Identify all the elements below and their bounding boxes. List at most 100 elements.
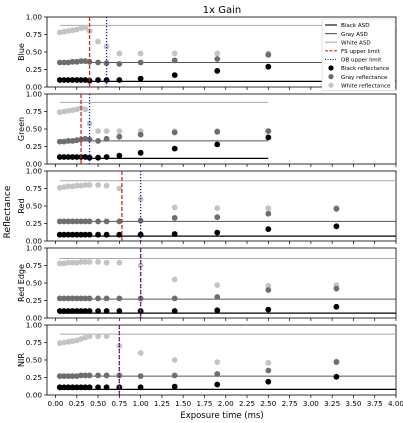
white-reflectance-point [95, 182, 101, 188]
legend-label: Black reflectance [341, 66, 390, 72]
y-tick-label: 1.00 [26, 167, 43, 176]
legend-label: Black ASD [341, 23, 370, 29]
black-reflectance-point [56, 77, 63, 83]
black-reflectance-point [137, 149, 144, 156]
black-reflectance-point [73, 77, 80, 83]
black-reflectance-point [82, 384, 89, 391]
gray-reflectance-point [137, 131, 144, 138]
white-reflectance-point [171, 357, 178, 363]
y-tick-label: 0.25 [26, 142, 42, 151]
white-reflectance-point [265, 282, 272, 289]
panel-nir: 0.00 0.25 0.50 0.75 1.00 NIR 0.00 0.25 0.50 0.75 1… [17, 321, 403, 408]
gray-reflectance-point [95, 372, 101, 379]
black-reflectance-point [69, 231, 76, 238]
black-reflectance-point [69, 384, 76, 391]
gray-reflectance-point [69, 373, 76, 379]
white-reflectance-point [171, 50, 178, 57]
white-reflectance-point [56, 109, 63, 116]
y-tick-label: 0.25 [26, 219, 42, 228]
x-tick-label: 2.50 [260, 399, 276, 408]
white-reflectance-point [78, 25, 84, 32]
gray-reflectance-point [116, 295, 123, 302]
gray-reflectance-point [86, 372, 93, 379]
gray-reflectance-point [265, 128, 272, 135]
black-reflectance-point [82, 231, 89, 238]
gray-reflectance-point [65, 59, 72, 66]
gray-reflectance-point [95, 218, 101, 225]
gray-reflectance-point [214, 128, 221, 135]
y-tick-label: 0.25 [26, 296, 42, 305]
white-reflectance-point [95, 38, 101, 45]
gray-reflectance-point [265, 287, 272, 293]
white-reflectance-point [82, 24, 89, 31]
y-tick-label: 0.25 [26, 373, 42, 382]
black-reflectance-point [103, 231, 110, 238]
y-tick-label: 0.50 [26, 125, 43, 134]
gray-reflectance-point [65, 138, 72, 144]
x-tick-label: 0.25 [69, 399, 85, 408]
gray-reflectance-point [137, 217, 144, 224]
white-reflectance-point [69, 107, 76, 113]
y-tick-label: 0.00 [26, 160, 43, 169]
white-reflectance-point [86, 120, 93, 127]
white-reflectance-point [103, 128, 110, 135]
black-reflectance-point [137, 384, 144, 391]
legend-label: OB upper limit [341, 58, 382, 64]
x-tick-label: 0.50 [90, 399, 106, 408]
black-reflectance-point [95, 231, 101, 238]
legend-label: White reflectance [341, 83, 391, 89]
legend-label: FS upper limit [341, 49, 381, 55]
black-reflectance-point [82, 154, 89, 160]
gray-reflectance-point [103, 295, 110, 302]
black-reflectance-point [137, 75, 144, 82]
white-reflectance-point [116, 259, 123, 266]
band-label: Red [17, 198, 26, 213]
legend-marker [328, 65, 334, 71]
gray-reflectance-point [214, 214, 221, 221]
black-reflectance-point [171, 308, 178, 314]
x-tick-label: 3.75 [367, 399, 383, 408]
white-reflectance-point [103, 259, 110, 266]
gray-reflectance-point [137, 373, 144, 379]
black-reflectance-point [265, 63, 272, 70]
black-reflectance-point [69, 77, 76, 83]
gray-reflectance-point [116, 133, 123, 140]
gray-reflectance-point [265, 51, 272, 58]
x-tick-label: 2.00 [218, 399, 234, 408]
black-reflectance-point [78, 231, 84, 238]
gray-reflectance-point [265, 210, 272, 217]
gray-reflectance-point [116, 218, 123, 225]
y-tick-label: 0.75 [26, 338, 42, 347]
y-tick-label: 0.00 [26, 237, 43, 246]
gray-reflectance-point [95, 59, 101, 66]
x-tick-label: 4.00 [388, 399, 403, 408]
white-reflectance-point [65, 28, 72, 34]
gray-reflectance-point [333, 205, 340, 212]
black-reflectance-point [78, 384, 84, 391]
black-reflectance-point [78, 77, 84, 83]
black-reflectance-point [265, 134, 272, 141]
x-tick-label: 1.50 [175, 399, 191, 408]
black-reflectance-point [65, 77, 72, 83]
gray-reflectance-point [214, 371, 221, 377]
gray-reflectance-point [86, 295, 93, 302]
black-reflectance-point [333, 303, 340, 310]
white-reflectance-point [65, 107, 72, 114]
gray-reflectance-point [82, 58, 89, 64]
black-reflectance-point [56, 231, 63, 238]
y-tick-label: 1.00 [26, 321, 43, 330]
white-reflectance-point [82, 259, 89, 265]
black-reflectance-point [116, 308, 123, 314]
gray-reflectance-point [171, 215, 178, 221]
black-reflectance-point [86, 231, 93, 238]
legend: Black ASD Gray ASD White ASD FS upper limit… [321, 18, 396, 92]
white-reflectance-point [78, 182, 84, 189]
gray-reflectance-point [82, 295, 89, 302]
black-reflectance-point [214, 229, 221, 236]
gray-reflectance-point [95, 295, 101, 302]
white-reflectance-point [116, 185, 123, 192]
black-reflectance-point [73, 154, 80, 160]
white-reflectance-point [214, 359, 221, 365]
gray-reflectance-point [333, 285, 340, 292]
white-reflectance-point [78, 259, 84, 265]
